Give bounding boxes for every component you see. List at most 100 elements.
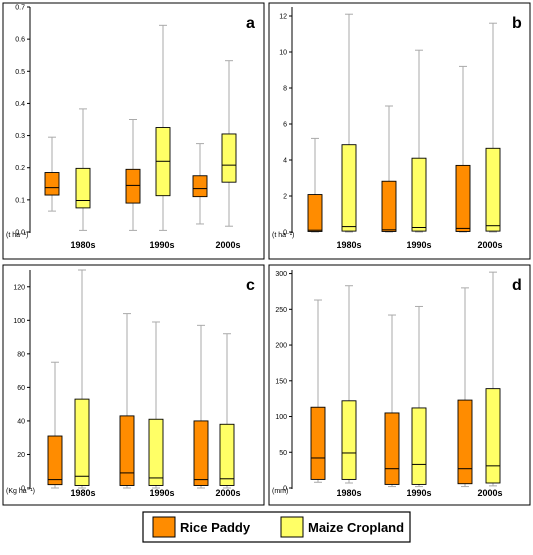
panel-letter: b bbox=[512, 15, 522, 32]
iqr-box bbox=[485, 388, 501, 484]
y-tick-label: 80 bbox=[17, 351, 25, 358]
category-label: 1990s bbox=[149, 240, 174, 250]
iqr-box bbox=[219, 423, 235, 486]
y-tick-label: 100 bbox=[13, 318, 25, 325]
category-label: 2000s bbox=[215, 240, 240, 250]
category-label: 1980s bbox=[70, 488, 95, 498]
rice-box-2000s bbox=[193, 324, 209, 489]
iqr-box bbox=[148, 418, 164, 486]
y-tick-label: 0.5 bbox=[15, 69, 25, 76]
panel-d: 0 50 100 150 200 250 300 (mm) d 1980s 1990s 2000s bbox=[268, 264, 531, 506]
y-tick-label: 20 bbox=[17, 452, 25, 459]
maize-box-1980s bbox=[341, 285, 357, 484]
unit-label: (mm) bbox=[272, 488, 288, 495]
legend: Rice Paddy Maize Cropland bbox=[142, 511, 411, 543]
y-tick-label: 0.7 bbox=[15, 5, 25, 12]
legend-swatch-rice bbox=[152, 516, 176, 538]
panel-a: 0.0 0.1 0.2 0.3 0.4 0.5 0.6 0.7 (t ha⁻¹) a 1980s 19… bbox=[2, 2, 265, 260]
iqr-box bbox=[74, 398, 90, 486]
y-tick-label: 8 bbox=[283, 86, 287, 93]
y-tick-label: 0.4 bbox=[15, 101, 25, 108]
y-tick-label: 0.6 bbox=[15, 37, 25, 44]
unit-label: (t ha⁻¹) bbox=[272, 232, 294, 239]
maize-box-2000s bbox=[485, 22, 501, 233]
category-label: 2000s bbox=[477, 488, 502, 498]
y-tick-label: 6 bbox=[283, 122, 287, 129]
y-tick-label: 10 bbox=[279, 50, 287, 57]
y-tick-label: 40 bbox=[17, 418, 25, 425]
iqr-box bbox=[341, 144, 357, 232]
rice-box-2000s bbox=[192, 143, 208, 225]
maize-box-2000s bbox=[219, 333, 235, 489]
y-tick-label: 0 bbox=[283, 230, 287, 237]
iqr-box bbox=[384, 412, 400, 485]
y-tick-label: 0 bbox=[283, 486, 287, 493]
maize-box-1990s bbox=[411, 305, 427, 488]
y-tick-label: 2 bbox=[283, 194, 287, 201]
rice-box-1990s bbox=[125, 119, 141, 231]
y-tick-label: 0.0 bbox=[15, 230, 25, 237]
maize-box-1980s bbox=[341, 13, 357, 233]
y-tick-label: 0 bbox=[21, 486, 25, 493]
category-label: 1980s bbox=[336, 488, 361, 498]
legend-swatch-maize bbox=[280, 516, 304, 538]
y-tick-label: 4 bbox=[283, 158, 287, 165]
category-label: 1990s bbox=[406, 488, 431, 498]
maize-box-1980s bbox=[75, 108, 91, 231]
category-label: 1990s bbox=[149, 488, 174, 498]
category-label: 2000s bbox=[215, 488, 240, 498]
rice-box-1990s bbox=[384, 314, 400, 488]
iqr-box bbox=[411, 407, 427, 485]
iqr-box bbox=[44, 172, 60, 196]
maize-box-1990s bbox=[155, 24, 171, 231]
maize-box-1990s bbox=[411, 49, 427, 233]
panel-letter: a bbox=[246, 15, 255, 32]
y-tick-label: 150 bbox=[275, 378, 287, 385]
rice-box-2000s bbox=[457, 287, 473, 488]
unit-label: (Kg ha⁻¹) bbox=[6, 488, 35, 495]
rice-box-1980s bbox=[44, 136, 60, 212]
maize-box-1980s bbox=[74, 269, 90, 489]
iqr-box bbox=[221, 133, 237, 183]
maize-box-1990s bbox=[148, 321, 164, 489]
iqr-box bbox=[485, 147, 501, 232]
panel-c: 0 20 40 60 80 100 120 (Kg ha⁻¹) c 1980s 1990s 2000s bbox=[2, 264, 265, 506]
rice-box-1980s bbox=[307, 137, 323, 233]
maize-box-2000s bbox=[485, 271, 501, 487]
iqr-box bbox=[381, 180, 397, 232]
iqr-box bbox=[75, 167, 91, 209]
iqr-box bbox=[455, 164, 471, 232]
unit-label: (t ha⁻¹) bbox=[6, 232, 28, 239]
panel-letter: d bbox=[512, 277, 522, 294]
y-tick-label: 60 bbox=[17, 385, 25, 392]
iqr-box bbox=[411, 157, 427, 232]
y-tick-label: 50 bbox=[279, 450, 287, 457]
iqr-box bbox=[341, 400, 357, 480]
y-tick-label: 0.1 bbox=[15, 197, 25, 204]
panel-letter: c bbox=[246, 277, 255, 294]
iqr-box bbox=[47, 435, 63, 486]
iqr-box bbox=[192, 175, 208, 198]
iqr-box bbox=[307, 194, 323, 232]
iqr-box bbox=[119, 415, 135, 486]
rice-box-1980s bbox=[310, 299, 326, 483]
legend-frame bbox=[142, 511, 411, 543]
legend-label-maize: Maize Cropland bbox=[308, 520, 404, 535]
y-tick-label: 250 bbox=[275, 307, 287, 314]
iqr-box bbox=[125, 168, 141, 204]
category-label: 1980s bbox=[336, 240, 361, 250]
y-tick-label: 0.2 bbox=[15, 165, 25, 172]
y-tick-label: 0.3 bbox=[15, 133, 25, 140]
category-label: 1980s bbox=[70, 240, 95, 250]
y-tick-label: 100 bbox=[275, 414, 287, 421]
panel-b: 0 2 4 6 8 10 12 (t ha⁻¹) b 1980s 1990s 2000s bbox=[268, 2, 531, 260]
rice-box-1990s bbox=[119, 313, 135, 489]
category-label: 2000s bbox=[477, 240, 502, 250]
panels: 0.0 0.1 0.2 0.3 0.4 0.5 0.6 0.7 (t ha⁻¹) a 1980s 19… bbox=[2, 2, 531, 506]
y-tick-label: 120 bbox=[13, 284, 25, 291]
rice-box-2000s bbox=[455, 65, 471, 233]
legend-label-rice: Rice Paddy bbox=[180, 520, 251, 535]
iqr-box bbox=[310, 406, 326, 480]
